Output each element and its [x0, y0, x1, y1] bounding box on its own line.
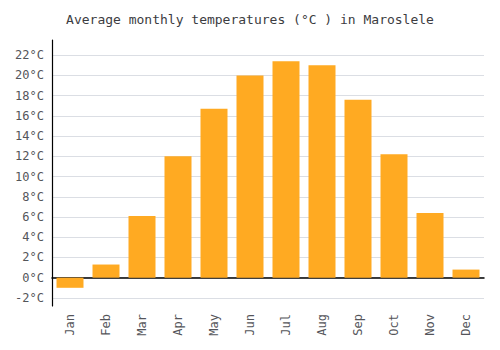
- svg-text:16°C: 16°C: [15, 109, 44, 123]
- svg-text:4°C: 4°C: [22, 230, 44, 244]
- svg-text:Oct: Oct: [387, 314, 401, 336]
- svg-text:Jun: Jun: [243, 314, 257, 336]
- svg-text:Jan: Jan: [63, 314, 77, 336]
- svg-text:May: May: [207, 314, 221, 336]
- svg-text:8°C: 8°C: [22, 190, 44, 204]
- svg-text:Sep: Sep: [351, 314, 365, 336]
- svg-text:6°C: 6°C: [22, 210, 44, 224]
- svg-text:-2°C: -2°C: [15, 291, 44, 305]
- svg-text:Aug: Aug: [315, 314, 329, 336]
- svg-text:Dec: Dec: [459, 314, 473, 336]
- svg-text:22°C: 22°C: [15, 48, 44, 62]
- svg-text:20°C: 20°C: [15, 68, 44, 82]
- svg-text:Feb: Feb: [99, 314, 113, 336]
- svg-text:Average monthly temperatures (: Average monthly temperatures (°C ) in Ma…: [66, 12, 434, 27]
- svg-text:2°C: 2°C: [22, 250, 44, 264]
- svg-text:Mar: Mar: [135, 314, 149, 336]
- svg-text:0°C: 0°C: [22, 271, 44, 285]
- svg-text:10°C: 10°C: [15, 170, 44, 184]
- svg-text:Apr: Apr: [171, 314, 185, 336]
- svg-text:18°C: 18°C: [15, 89, 44, 103]
- svg-text:Jul: Jul: [279, 314, 293, 336]
- svg-text:Nov: Nov: [423, 314, 437, 336]
- svg-text:14°C: 14°C: [15, 129, 44, 143]
- svg-text:12°C: 12°C: [15, 149, 44, 163]
